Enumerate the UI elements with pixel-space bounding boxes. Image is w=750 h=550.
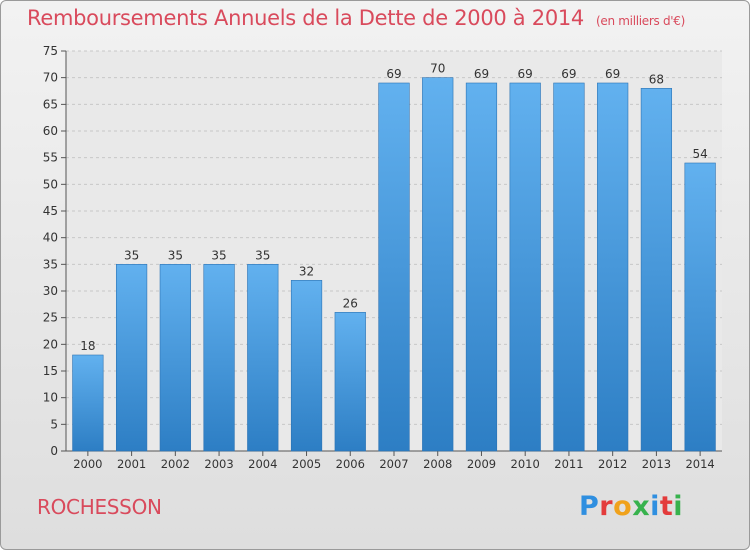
logo-letter: x xyxy=(632,491,651,522)
data-label-2012: 69 xyxy=(605,67,620,81)
bar-2004 xyxy=(247,264,279,452)
y-tick-label: 5 xyxy=(50,417,58,431)
bar-2013 xyxy=(640,88,673,452)
data-label-2014: 54 xyxy=(692,147,707,161)
y-tick-label: 60 xyxy=(43,124,58,138)
data-label-2007: 69 xyxy=(386,67,401,81)
bar-2014 xyxy=(684,162,716,452)
y-tick-label: 70 xyxy=(43,71,58,85)
bar-2012 xyxy=(597,82,629,452)
x-tick-label-2008: 2008 xyxy=(423,457,452,471)
chart-title: Remboursements Annuels de la Dette de 20… xyxy=(27,6,685,30)
y-tick-label: 15 xyxy=(43,364,58,378)
data-label-2011: 69 xyxy=(561,67,576,81)
logo-letter: t xyxy=(659,491,674,522)
data-label-2003: 35 xyxy=(211,248,226,262)
y-tick-label: 35 xyxy=(43,257,58,271)
y-tick-label: 30 xyxy=(43,284,58,298)
data-label-2006: 26 xyxy=(343,296,358,310)
logo-letter: i xyxy=(650,491,660,522)
data-label-2004: 35 xyxy=(255,248,270,262)
chart-subtitle: (en milliers d'€) xyxy=(596,14,686,28)
bar-2005 xyxy=(290,280,323,452)
x-tick-label-2014: 2014 xyxy=(685,457,714,471)
bar-2010 xyxy=(509,82,541,452)
data-label-2000: 18 xyxy=(80,339,95,353)
logo-letter: i xyxy=(673,491,684,522)
bar-2008 xyxy=(422,77,454,452)
x-tick-label-2005: 2005 xyxy=(292,457,321,471)
x-tick-label-2006: 2006 xyxy=(336,457,365,471)
data-labels: 18 35 35 35 35 32 26 69 70 69 69 69 69 68 54 xyxy=(80,62,708,353)
y-tick-label: 55 xyxy=(43,151,58,165)
y-tick-label: 50 xyxy=(43,177,58,191)
data-label-2013: 68 xyxy=(649,72,664,86)
x-tick-label-2013: 2013 xyxy=(642,457,671,471)
data-label-2010: 69 xyxy=(518,67,533,81)
x-tick-labels: 2000 2001 2002 2003 2004 2005 2006 2007 2008 2009… xyxy=(73,457,715,471)
y-tick-label: 25 xyxy=(43,311,58,325)
y-tick-label: 75 xyxy=(43,44,58,58)
logo-letter: r xyxy=(599,491,614,522)
y-tick-labels: 0 5 10 15 20 25 30 35 40 45 50 55 60 65 70 75 xyxy=(43,44,58,458)
bar-2011 xyxy=(553,82,585,452)
x-tick-label-2007: 2007 xyxy=(379,457,408,471)
x-tick-label-2002: 2002 xyxy=(161,457,190,471)
x-tick-label-2003: 2003 xyxy=(204,457,233,471)
bar-2009 xyxy=(465,82,498,452)
x-tick-label-2010: 2010 xyxy=(511,457,540,471)
bar-2002 xyxy=(159,264,191,452)
x-tick-label-2004: 2004 xyxy=(248,457,277,471)
x-tick-label-2001: 2001 xyxy=(117,457,146,471)
data-label-2008: 70 xyxy=(430,62,445,76)
data-label-2001: 35 xyxy=(124,248,139,262)
bars xyxy=(72,77,716,452)
bar-2007 xyxy=(378,82,410,452)
x-tick-label-2009: 2009 xyxy=(467,457,496,471)
x-tick-label-2000: 2000 xyxy=(73,457,102,471)
proxiti-logo: Proxiti xyxy=(579,491,683,522)
chart-title-text: Remboursements Annuels de la Dette de 20… xyxy=(27,6,584,30)
y-tick-label: 20 xyxy=(43,337,58,351)
x-tick-label-2012: 2012 xyxy=(598,457,627,471)
y-tick-label: 65 xyxy=(43,97,58,111)
y-tick-label: 40 xyxy=(43,231,58,245)
logo-letter: o xyxy=(613,491,633,522)
data-label-2002: 35 xyxy=(168,248,183,262)
bar-2003 xyxy=(203,264,235,452)
bar-2000 xyxy=(72,354,104,452)
bar-2001 xyxy=(115,264,148,452)
y-tick-label: 45 xyxy=(43,204,58,218)
y-tick-label: 0 xyxy=(50,444,58,458)
y-tick-label: 10 xyxy=(43,391,58,405)
commune-name: ROCHESSON xyxy=(37,495,162,519)
bar-2006 xyxy=(334,312,366,452)
x-tick-label-2011: 2011 xyxy=(554,457,583,471)
logo-letter: P xyxy=(579,491,600,522)
data-label-2005: 32 xyxy=(299,264,314,278)
data-label-2009: 69 xyxy=(474,67,489,81)
